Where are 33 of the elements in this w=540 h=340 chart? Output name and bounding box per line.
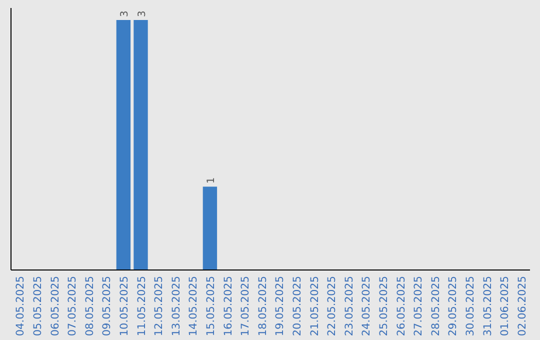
- x-tick-label: 19.05.2025: [274, 276, 286, 336]
- x-tick-label: 31.05.2025: [482, 276, 494, 336]
- x-tick-label: 12.05.2025: [153, 276, 166, 336]
- x-tick-label: 02.06.2025: [516, 276, 528, 336]
- x-tick-label: 08.05.2025: [84, 276, 96, 336]
- x-tick-label: 20.05.2025: [291, 276, 304, 336]
- data-label: 3: [119, 10, 130, 17]
- x-tick-label: 07.05.2025: [66, 276, 79, 336]
- data-label: 3: [136, 10, 148, 17]
- x-tick-label: 16.05.2025: [222, 276, 234, 336]
- x-tick-label: 26.05.2025: [395, 276, 408, 336]
- data-label: 1: [206, 177, 217, 184]
- x-tick-label: 28.05.2025: [430, 276, 442, 336]
- x-tick-label: 17.05.2025: [240, 276, 252, 336]
- x-tick-label: 15.05.2025: [204, 276, 217, 336]
- x-tick-label: 14.05.2025: [188, 276, 200, 336]
- x-tick-label: 25.05.2025: [378, 276, 390, 336]
- x-tick-label: 18.05.2025: [256, 276, 269, 336]
- x-tick-label: 10.05.2025: [118, 276, 130, 336]
- x-tick-label: 11.05.2025: [136, 276, 148, 336]
- x-tick-label: 23.05.2025: [343, 276, 356, 336]
- x-tick-label: 21.05.2025: [308, 276, 321, 336]
- x-tick-label: 13.05.2025: [170, 276, 182, 336]
- x-tick-label: 06.05.2025: [49, 276, 62, 336]
- x-tick-label: 22.05.2025: [326, 276, 338, 336]
- x-tick-label: 09.05.2025: [101, 276, 114, 336]
- x-tick-label: 05.05.2025: [32, 276, 44, 336]
- x-tick-label: 01.06.2025: [499, 276, 512, 336]
- x-tick-label: 24.05.2025: [360, 276, 373, 336]
- x-tick-label: 04.05.2025: [14, 276, 27, 336]
- x-tick-label: 30.05.2025: [464, 276, 476, 336]
- x-tick-label: 27.05.2025: [412, 276, 425, 336]
- x-tick-label: 29.05.2025: [447, 276, 460, 336]
